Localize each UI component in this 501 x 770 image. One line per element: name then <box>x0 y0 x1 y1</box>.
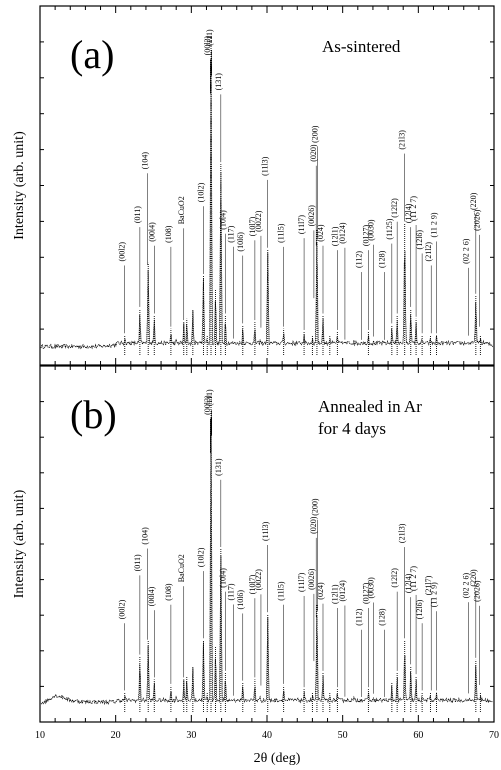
peak-label-1-4: (108) <box>164 583 173 601</box>
peak-label-0-33: (21l2) <box>424 242 433 262</box>
peak-label-0-13: (10l7) <box>248 216 257 236</box>
y-axis-label-1: Intensity (arb. unit) <box>12 489 27 598</box>
peak-label-0-36: (02 2 6) <box>461 238 470 264</box>
peak-label-0-2: (104) <box>140 152 149 170</box>
peak-label-1-13: (10l7) <box>248 574 257 594</box>
peak-label-0-1: (011) <box>133 206 142 223</box>
peak-label-1-24: (112) <box>355 608 364 625</box>
peak-label-0-22: (12l1) <box>330 226 339 246</box>
panel-label-1: (b) <box>70 392 117 437</box>
x-tick-label-30: 30 <box>186 730 196 741</box>
peak-label-1-0: (00l2) <box>118 599 127 619</box>
peak-label-1-31: (11 2 7) <box>409 566 418 591</box>
peak-label-1-5: BaCuO2 <box>177 554 186 582</box>
peak-label-1-34: (11 2 9) <box>429 582 438 607</box>
peak-label-1-3: (00l4) <box>147 586 156 606</box>
peak-label-0-16: (11l5) <box>277 223 286 243</box>
panel-label-0: (a) <box>70 32 114 77</box>
peak-label-0-5: BaCuO2 <box>177 196 186 224</box>
peak-label-1-11: (117) <box>227 583 236 600</box>
peak-label-1-25: (0127) <box>361 582 370 604</box>
peak-label-0-18: (0026) <box>307 205 316 227</box>
peak-label-1-22: (12l1) <box>330 584 339 604</box>
peak-label-1-27: (128) <box>377 608 386 626</box>
peak-label-1-15: (11l3) <box>261 521 270 541</box>
peak-label-0-8: (111) <box>205 29 214 46</box>
peak-label-0-35: (11 2 9) <box>429 212 438 237</box>
peak-label-0-20: (200) <box>311 125 320 143</box>
panel-annotation-0-0: As-sintered <box>322 37 401 56</box>
peak-label-1-36: (220) <box>469 569 478 587</box>
peak-label-0-7: (00l3) <box>203 35 212 55</box>
peak-label-0-29: (12l2) <box>390 198 399 218</box>
peak-label-1-29: (21l3) <box>398 523 407 543</box>
peak-label-1-9: (131) <box>214 458 223 476</box>
peak-label-1-37: (2026) <box>473 580 482 602</box>
peak-label-0-24: (112) <box>355 251 364 268</box>
peak-label-0-10: (10l4) <box>218 210 227 230</box>
peak-label-0-34: (12l6) <box>415 230 424 250</box>
peak-label-1-21: (024) <box>316 582 325 600</box>
peak-label-0-12: (10l6) <box>236 232 245 252</box>
x-tick-label-40: 40 <box>262 730 272 741</box>
y-axis-label-0: Intensity (arb. unit) <box>12 131 27 240</box>
peak-label-1-7: (00l3) <box>203 395 212 415</box>
spectrum-trace-0 <box>40 57 493 350</box>
peak-label-0-21: (024) <box>316 224 325 242</box>
peak-label-1-26: (0030) <box>367 577 376 599</box>
peak-label-0-28: (1125) <box>385 218 394 239</box>
peak-label-1-33: (12l6) <box>415 599 424 619</box>
peak-label-1-32: (21l7) <box>424 575 433 595</box>
peak-label-1-30: (12l4) <box>404 573 413 593</box>
peak-label-0-4: (108) <box>164 225 173 243</box>
peak-label-1-18: (0026) <box>307 568 316 590</box>
peak-label-1-6: (10l2) <box>196 547 205 567</box>
peak-label-0-30: (21l3) <box>398 130 407 150</box>
panel-annotation-1-0: Annealed in Ar <box>318 397 422 416</box>
peak-label-0-37: (220) <box>469 192 478 210</box>
spectrum-trace-1 <box>40 417 493 706</box>
peak-label-1-19: (020) <box>309 516 318 534</box>
peak-label-0-9: (131) <box>214 73 223 91</box>
peak-label-1-17: (11l7) <box>297 572 306 592</box>
peak-label-0-25: (0127) <box>361 225 370 247</box>
peak-label-0-11: (117) <box>227 225 236 242</box>
peak-label-1-12: (10l6) <box>236 590 245 610</box>
peak-label-1-16: (11l5) <box>277 581 286 601</box>
peak-label-0-32: (11 2 7) <box>409 196 418 221</box>
x-tick-label-50: 50 <box>338 730 348 741</box>
peak-label-0-17: (11l7) <box>297 215 306 235</box>
peak-label-0-0: (00l2) <box>118 242 127 262</box>
peak-label-0-19: (020) <box>309 144 318 162</box>
peak-label-1-35: (02 2 6) <box>461 573 470 599</box>
peak-label-1-8: (111) <box>205 389 214 406</box>
peak-label-1-1: (011) <box>133 554 142 571</box>
peak-label-0-23: (0124) <box>338 222 347 244</box>
peak-label-0-26: (0030) <box>367 219 376 241</box>
peak-label-1-10: (10l4) <box>218 568 227 588</box>
peak-label-1-2: (104) <box>140 527 149 545</box>
x-tick-label-60: 60 <box>413 730 423 741</box>
panel-annotation-1-1: for 4 days <box>318 419 386 438</box>
peak-label-0-15: (11l3) <box>261 156 270 176</box>
peak-label-0-6: (10l2) <box>196 182 205 202</box>
peak-label-0-27: (128) <box>377 250 386 268</box>
x-tick-label-10: 10 <box>35 730 45 741</box>
peak-label-1-20: (200) <box>311 498 320 516</box>
peak-label-0-31: (12l4) <box>404 203 413 223</box>
x-tick-label-70: 70 <box>489 730 499 741</box>
x-tick-label-20: 20 <box>111 730 121 741</box>
peak-label-0-38: (2026) <box>473 209 482 231</box>
peak-label-1-28: (12l2) <box>390 568 399 588</box>
peak-label-0-14: (0022) <box>254 210 263 232</box>
peak-label-0-3: (00l4) <box>147 222 156 242</box>
peak-label-1-14: (0022) <box>254 569 263 591</box>
peak-label-1-23: (0124) <box>338 580 347 602</box>
x-axis-label: 2θ (deg) <box>254 751 301 766</box>
